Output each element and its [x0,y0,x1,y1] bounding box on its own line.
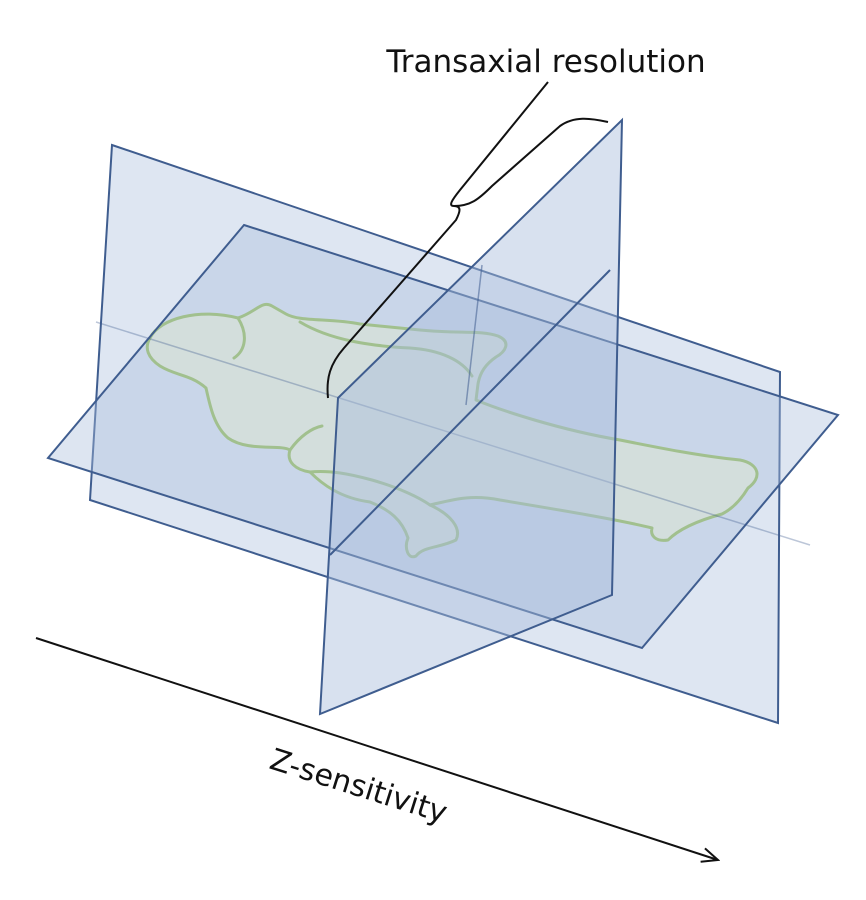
transaxial-resolution-label: Transaxial resolution [385,44,705,80]
z-sensitivity-label: Z-sensitivity [266,742,452,831]
transaxial-horizontal-edge [329,269,611,556]
z-sensitivity-arrow [35,637,718,860]
transaxial-intersection-line [465,264,483,406]
transaxial-bracket [326,81,549,399]
transaxial-plane [318,117,624,716]
plane-intersection-line [95,321,811,546]
horizontal-plane [46,223,840,650]
body-arm-detail [232,316,474,507]
transaxial-bracket-cap [453,117,609,207]
